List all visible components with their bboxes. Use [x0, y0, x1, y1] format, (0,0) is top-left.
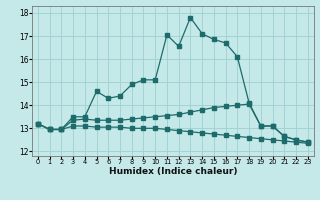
X-axis label: Humidex (Indice chaleur): Humidex (Indice chaleur) [108, 167, 237, 176]
